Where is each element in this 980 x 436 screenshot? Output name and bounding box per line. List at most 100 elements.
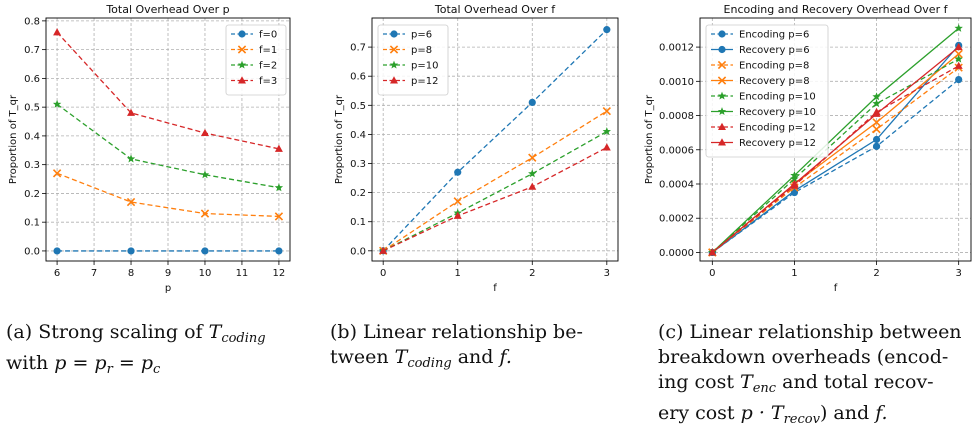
legend-label: f=2 <box>259 61 277 72</box>
series-line-3 <box>56 103 280 189</box>
plot-frame <box>371 17 619 262</box>
series-line-4 <box>382 146 608 252</box>
y-tick-label: 0.6 <box>24 74 40 85</box>
caption-c-line4b: ) and <box>819 402 870 424</box>
legend-marker <box>389 45 399 54</box>
y-tick-label: 0.2 <box>350 188 366 199</box>
data-point <box>954 54 963 63</box>
data-point <box>790 179 799 187</box>
caption-b-var: T <box>394 346 408 368</box>
data-point <box>602 127 611 136</box>
legend-box <box>225 24 287 96</box>
caption-c-var2: p · T <box>740 402 784 424</box>
caption-b-line2a: tween <box>330 346 389 368</box>
y-tick-label: 0.0010 <box>659 77 694 88</box>
y-tick-label: 0.4 <box>350 130 366 141</box>
series-line-2 <box>56 172 279 218</box>
data-point <box>126 197 136 207</box>
y-tick-label: 0.6 <box>350 72 366 83</box>
y-tick-label: 0.0004 <box>659 179 694 190</box>
y-tick-label: 0.0 <box>24 246 40 257</box>
caption-b-sub: coding <box>407 356 452 371</box>
y-tick-label: 0.0 <box>350 246 366 257</box>
legend-marker <box>237 60 247 69</box>
data-point <box>872 135 881 144</box>
x-tick-label: 11 <box>236 268 249 279</box>
legend-label: f=1 <box>259 45 277 56</box>
data-point <box>126 154 136 163</box>
legend-marker <box>238 76 246 84</box>
plot-frame <box>45 17 291 262</box>
legend-marker <box>718 122 726 130</box>
caption-c-line3b: and total recov- <box>782 371 934 393</box>
data-point <box>201 247 209 255</box>
caption-c-var1: T <box>740 371 753 393</box>
caption-a-sub: coding <box>221 331 266 346</box>
x-tick-label: 3 <box>955 268 961 279</box>
data-point <box>53 247 61 255</box>
y-tick-label: 0.0000 <box>659 248 694 259</box>
legend-label: f=0 <box>259 30 277 41</box>
legend: p=6 p=8 p=10 p=12 <box>377 24 449 96</box>
legend-marker <box>718 30 726 38</box>
data-point <box>872 109 881 117</box>
data-point <box>200 209 210 218</box>
data-point <box>872 125 881 134</box>
series-line-4 <box>56 31 280 150</box>
series-line-3 <box>711 67 960 253</box>
x-axis-label: f <box>493 283 497 294</box>
caption-a-var: T <box>208 321 222 343</box>
chart-1: Total Overhead Over p 0.0 0.1 0.2 0.3 0.4 0.5 0… <box>8 3 291 294</box>
legend-marker <box>717 107 727 116</box>
caption-a: (a) Strong scaling of Tcoding with p = p… <box>6 320 306 382</box>
chart-3: Encoding and Recovery Overhead Over f 0.0… <box>644 3 972 294</box>
caption-c-line2: breakdown overheads (encod- <box>658 346 949 368</box>
caption-a-eq: p = p <box>54 352 107 374</box>
data-point <box>528 169 537 178</box>
data-point <box>274 212 284 221</box>
x-tick-label: 1 <box>455 268 461 279</box>
legend-marker <box>238 30 246 38</box>
data-point <box>454 168 462 176</box>
chart-title: Total Overhead Over p <box>105 3 229 16</box>
y-tick-label: 0.1 <box>24 218 40 229</box>
data-point <box>453 197 462 206</box>
legend-marker <box>717 60 727 70</box>
data-point <box>453 211 462 219</box>
data-point <box>127 108 136 116</box>
data-point <box>954 42 963 51</box>
data-point <box>274 144 283 152</box>
data-point <box>200 128 209 137</box>
legend-label: Encoding p=12 <box>739 123 816 134</box>
y-axis-label: Proportion of T_qr <box>334 94 345 184</box>
legend-box <box>377 24 449 96</box>
data-point <box>872 92 881 101</box>
caption-a-with: with <box>6 352 49 374</box>
y-tick-label: 0.0012 <box>659 43 694 54</box>
caption-b: (b) Linear relationship be- tween Tcodin… <box>330 320 630 376</box>
legend-label: Recovery p=12 <box>739 138 816 149</box>
data-point <box>602 143 611 151</box>
legend-label: Recovery p=6 <box>739 45 810 56</box>
series-line-1 <box>711 79 960 253</box>
x-tick-label: 6 <box>54 268 60 279</box>
caption-b-f: f. <box>499 346 512 368</box>
caption-c-line3a: ing cost <box>658 371 734 393</box>
legend-label: Recovery p=10 <box>739 107 816 118</box>
y-tick-label: 0.3 <box>350 159 366 170</box>
caption-a-c: c <box>152 362 161 377</box>
y-tick-label: 0.0006 <box>659 145 694 156</box>
y-tick-label: 0.1 <box>350 217 366 228</box>
data-point <box>528 98 536 106</box>
caption-a-r: r <box>106 362 113 377</box>
legend-marker <box>389 60 399 69</box>
data-point <box>274 183 284 192</box>
legend-marker <box>717 91 727 100</box>
data-point <box>708 248 717 256</box>
series-line-8 <box>711 46 960 253</box>
x-tick-label: 2 <box>873 268 879 279</box>
data-point <box>872 142 881 150</box>
caption-c-sub2: recov <box>783 412 820 427</box>
legend-label: p=12 <box>411 76 438 87</box>
